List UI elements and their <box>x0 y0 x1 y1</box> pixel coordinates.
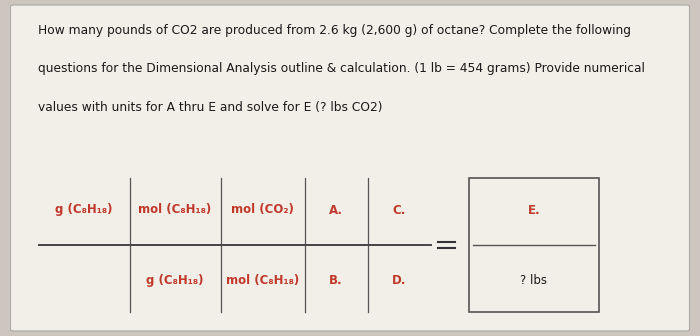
Text: D.: D. <box>392 274 406 287</box>
Text: A.: A. <box>329 204 343 216</box>
Text: questions for the Dimensional Analysis outline & calculation. (1 lb = 454 grams): questions for the Dimensional Analysis o… <box>38 62 645 75</box>
Text: g (C₈H₁₈): g (C₈H₁₈) <box>146 274 204 287</box>
Text: How many pounds of CO2 are produced from 2.6 kg (2,600 g) of octane? Complete th: How many pounds of CO2 are produced from… <box>38 24 631 37</box>
Text: B.: B. <box>329 274 343 287</box>
Text: values with units for A thru E and solve for E (? lbs CO2): values with units for A thru E and solve… <box>38 101 383 114</box>
Text: C.: C. <box>392 204 406 216</box>
Text: ? lbs: ? lbs <box>520 274 547 287</box>
FancyBboxPatch shape <box>10 5 690 331</box>
Text: mol (C₈H₁₈): mol (C₈H₁₈) <box>226 274 299 287</box>
Bar <box>469 178 598 312</box>
Text: mol (CO₂): mol (CO₂) <box>231 204 294 216</box>
Text: E.: E. <box>527 204 540 216</box>
Text: mol (C₈H₁₈): mol (C₈H₁₈) <box>139 204 211 216</box>
Text: g (C₈H₁₈): g (C₈H₁₈) <box>55 204 113 216</box>
